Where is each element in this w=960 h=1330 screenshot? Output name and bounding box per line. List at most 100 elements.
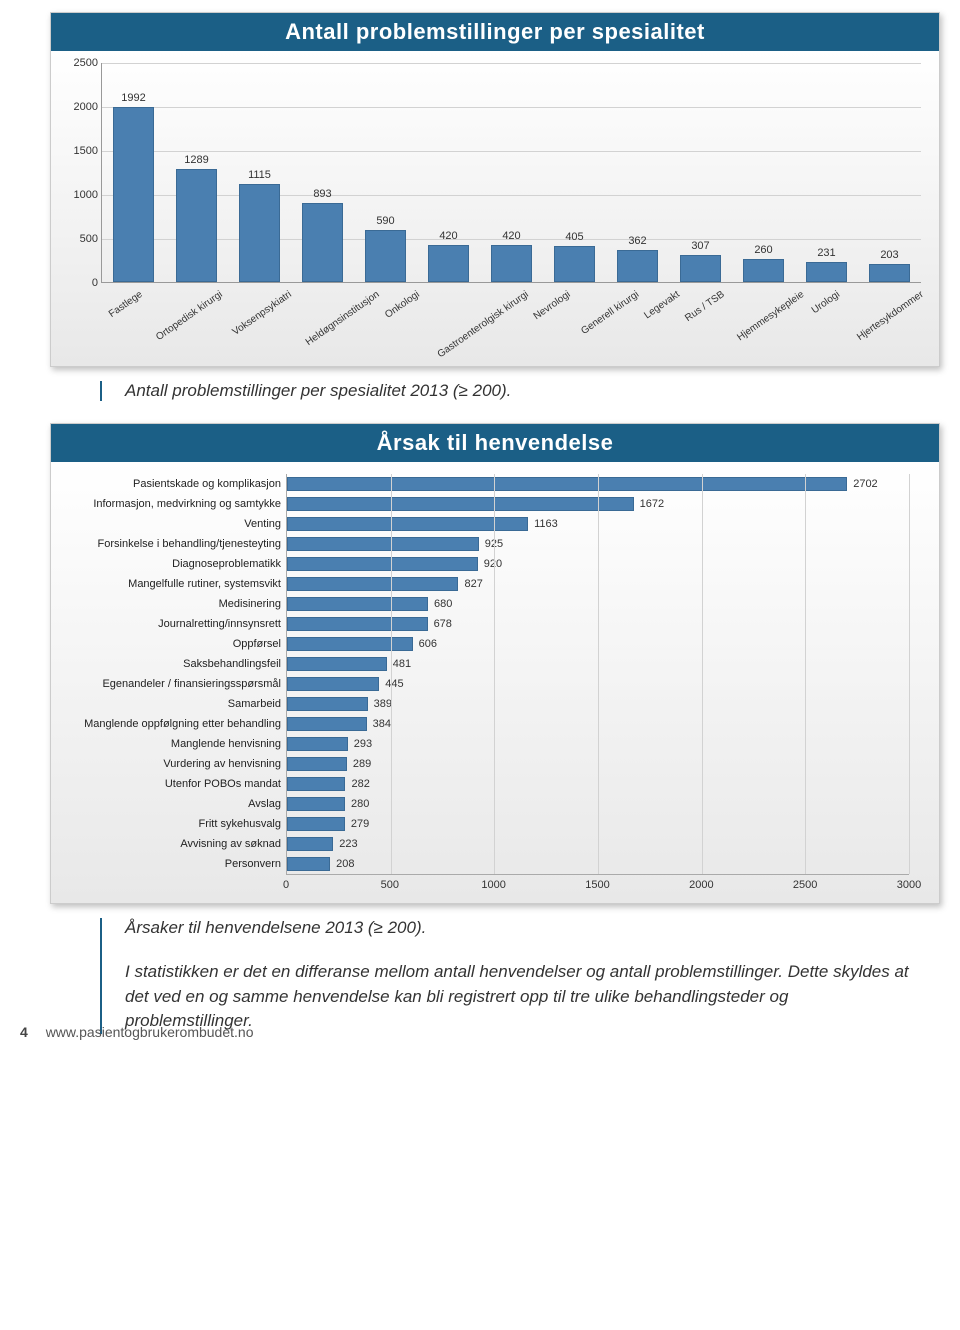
chart1-bar <box>617 250 657 282</box>
chart1-box: Antall problemstillinger per spesialitet… <box>50 12 940 367</box>
chart1-value-label: 203 <box>858 249 921 261</box>
chart2-value-label: 678 <box>428 618 452 630</box>
chart1-category-label: Heldøgnsinstitusjon <box>304 289 382 348</box>
chart2-value-label: 920 <box>478 558 502 570</box>
page-url: www.pasientogbrukerombudet.no <box>46 1024 254 1040</box>
chart2-category-label: Personvern <box>62 858 287 870</box>
chart1-bar <box>428 245 468 282</box>
page-number: 4 <box>20 1024 28 1040</box>
chart2-bar <box>287 757 347 771</box>
chart2-value-label: 1672 <box>634 498 664 510</box>
chart2-value-label: 282 <box>345 778 369 790</box>
chart2-value-label: 606 <box>413 638 437 650</box>
chart2-plot: Pasientskade og komplikasjon2702Informas… <box>286 474 909 875</box>
chart2-bar <box>287 657 387 671</box>
chart2-category-label: Utenfor POBOs mandat <box>62 778 287 790</box>
chart2-bar <box>287 597 428 611</box>
chart2-bar <box>287 577 458 591</box>
chart2-xtick: 0 <box>283 879 289 891</box>
chart1-area: 0500100015002000250019921289111589359042… <box>51 51 939 366</box>
chart2-xlabels: 050010001500200025003000 <box>286 875 909 895</box>
chart1-value-label: 362 <box>606 235 669 247</box>
chart1-bar <box>302 203 342 282</box>
chart2-bar <box>287 557 478 571</box>
chart1-category-label: Fastlege <box>107 289 145 320</box>
chart2-bar <box>287 717 367 731</box>
chart1-bar <box>176 169 216 282</box>
chart2-value-label: 384 <box>367 718 391 730</box>
chart2-bar <box>287 677 379 691</box>
chart2-category-label: Informasjon, medvirkning og samtykke <box>62 498 287 510</box>
chart1-bar <box>554 246 594 282</box>
chart2-category-label: Avvisning av søknad <box>62 838 287 850</box>
chart2-bar <box>287 517 528 531</box>
chart2-value-label: 827 <box>458 578 482 590</box>
chart2-category-label: Manglende henvisning <box>62 738 287 750</box>
chart2-bar <box>287 497 634 511</box>
chart2-bar <box>287 777 345 791</box>
chart1-ytick: 0 <box>62 277 98 289</box>
chart1-value-label: 260 <box>732 244 795 256</box>
chart2-value-label: 280 <box>345 798 369 810</box>
chart2-category-label: Egenandeler / finansieringsspørsmål <box>62 678 287 690</box>
chart2-category-label: Saksbehandlingsfeil <box>62 658 287 670</box>
chart2-xtick: 1500 <box>585 879 609 891</box>
chart1-category-label: Generell kirurgi <box>579 289 641 337</box>
chart2-bar <box>287 537 479 551</box>
chart1-ytick: 500 <box>62 233 98 245</box>
chart2-category-label: Diagnoseproblematikk <box>62 558 287 570</box>
chart1-bar <box>491 245 531 282</box>
chart1-value-label: 420 <box>480 230 543 242</box>
chart2-bar <box>287 697 368 711</box>
chart2-category-label: Samarbeid <box>62 698 287 710</box>
chart2-value-label: 680 <box>428 598 452 610</box>
chart1-category-label: Voksenpsykiatri <box>231 289 294 338</box>
chart2-category-label: Manglende oppfølgning etter behandling <box>62 718 287 730</box>
chart1-value-label: 590 <box>354 215 417 227</box>
chart1-category-label: Ortopedisk kirurgi <box>154 289 224 343</box>
chart1-value-label: 231 <box>795 247 858 259</box>
chart2-bar <box>287 637 413 651</box>
chart1-ytick: 2500 <box>62 57 98 69</box>
chart1-bar <box>743 259 783 282</box>
chart1-value-label: 405 <box>543 231 606 243</box>
section-rule-1 <box>100 381 102 401</box>
chart1-category-label: Gastroenterolgisk kirurgi <box>436 289 531 360</box>
chart1-value-label: 420 <box>417 230 480 242</box>
chart2-bar <box>287 617 428 631</box>
chart2-bar <box>287 817 345 831</box>
chart2-bar <box>287 857 330 871</box>
chart2-category-label: Fritt sykehusvalg <box>62 818 287 830</box>
chart1-plot: 0500100015002000250019921289111589359042… <box>101 63 921 283</box>
chart2-category-label: Vurdering av henvisning <box>62 758 287 770</box>
chart1-value-label: 307 <box>669 240 732 252</box>
chart1-category-label: Nevrologi <box>532 289 573 322</box>
chart2-box: Årsak til henvendelse Pasientskade og ko… <box>50 423 940 904</box>
chart2-bar <box>287 797 345 811</box>
chart1-bar <box>113 107 153 282</box>
chart1-caption: Antall problemstillinger per spesialitet… <box>125 381 940 401</box>
chart1-value-label: 1115 <box>228 169 291 181</box>
chart2-title: Årsak til henvendelse <box>51 424 939 462</box>
chart1-ytick: 2000 <box>62 101 98 113</box>
chart2-category-label: Venting <box>62 518 287 530</box>
chart1-value-label: 893 <box>291 188 354 200</box>
chart2-category-label: Pasientskade og komplikasjon <box>62 478 287 490</box>
chart1-category-label: Rus / TSB <box>684 289 727 324</box>
chart1-category-label: Legevakt <box>642 289 682 321</box>
chart2-value-label: 208 <box>330 858 354 870</box>
chart1-category-label: Urologi <box>810 289 842 316</box>
chart1-title: Antall problemstillinger per spesialitet <box>51 13 939 51</box>
chart2-category-label: Avslag <box>62 798 287 810</box>
chart2-area: Pasientskade og komplikasjon2702Informas… <box>51 462 939 903</box>
chart1-xlabels: Fastlege Ortopedisk kirurgiVoksenpsykiatr… <box>101 283 921 358</box>
chart2-xtick: 500 <box>381 879 399 891</box>
chart2-body: I statistikken er det en differanse mell… <box>125 960 915 1034</box>
chart2-xtick: 2000 <box>689 879 713 891</box>
chart2-value-label: 223 <box>333 838 357 850</box>
chart2-category-label: Medisinering <box>62 598 287 610</box>
chart1-bar <box>239 184 279 282</box>
chart1-category-label: Onkologi <box>383 289 422 321</box>
chart2-value-label: 279 <box>345 818 369 830</box>
chart2-xtick: 1000 <box>481 879 505 891</box>
